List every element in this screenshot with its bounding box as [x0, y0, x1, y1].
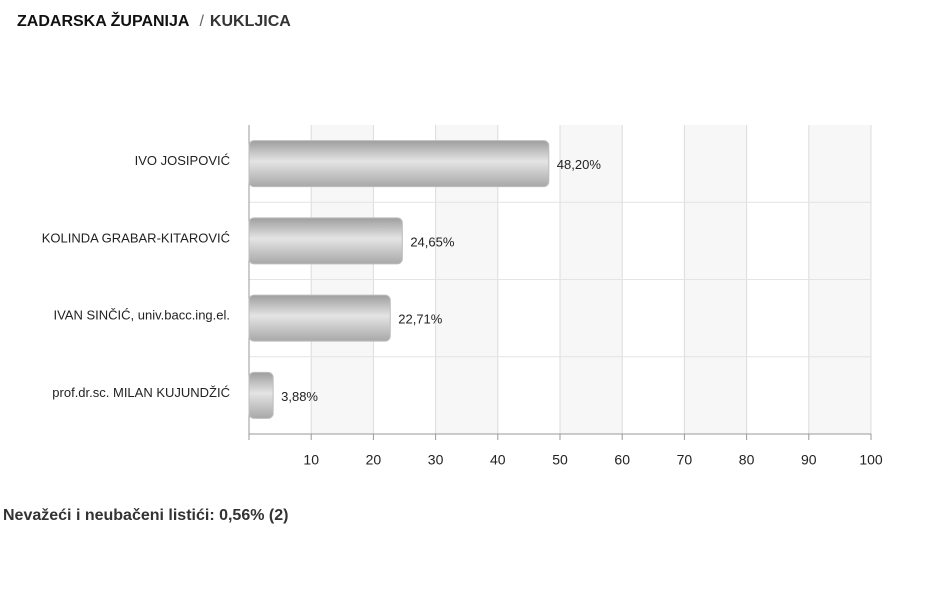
x-tick-label: 100: [859, 452, 883, 468]
breadcrumb-separator: /: [199, 13, 204, 30]
value-label: 3,88%: [281, 389, 318, 404]
x-tick-label: 70: [677, 452, 693, 468]
bar: [248, 140, 550, 188]
y-tick-label: IVAN SINČIĆ, univ.bacc.ing.el.: [53, 308, 230, 323]
x-tick-label: 90: [801, 452, 817, 468]
chart: 10 20 30 40 50 60 70 80 90 100 IVO JOSIPOVIĆ 48,20%…: [42, 125, 883, 468]
y-tick-label: KOLINDA GRABAR-KITAROVIĆ: [42, 230, 230, 245]
bar: [248, 217, 403, 265]
x-tick-label: 80: [739, 452, 755, 468]
x-tick-label: 10: [303, 452, 319, 468]
y-tick-label: IVO JOSIPOVIĆ: [135, 153, 230, 168]
bar: [248, 371, 274, 419]
x-tick-label: 30: [428, 452, 444, 468]
value-label: 24,65%: [410, 234, 455, 249]
breadcrumb-region[interactable]: ZADARSKA ŽUPANIJA: [17, 13, 190, 30]
breadcrumb-place: KUKLJICA: [209, 13, 291, 30]
breadcrumb: ZADARSKA ŽUPANIJA / KUKLJICA: [17, 13, 291, 31]
x-tick-label: 50: [552, 452, 568, 468]
value-label: 48,20%: [557, 157, 602, 172]
x-tick-label: 40: [490, 452, 506, 468]
x-tick-label: 60: [614, 452, 630, 468]
y-tick-label: prof.dr.sc. MILAN KUJUNDŽIĆ: [52, 385, 230, 400]
bar: [248, 294, 391, 342]
value-label: 22,71%: [398, 312, 443, 327]
x-tick-label: 20: [366, 452, 382, 468]
invalid-ballots: Nevažeći i neubačeni listići: 0,56% (2): [3, 507, 289, 524]
